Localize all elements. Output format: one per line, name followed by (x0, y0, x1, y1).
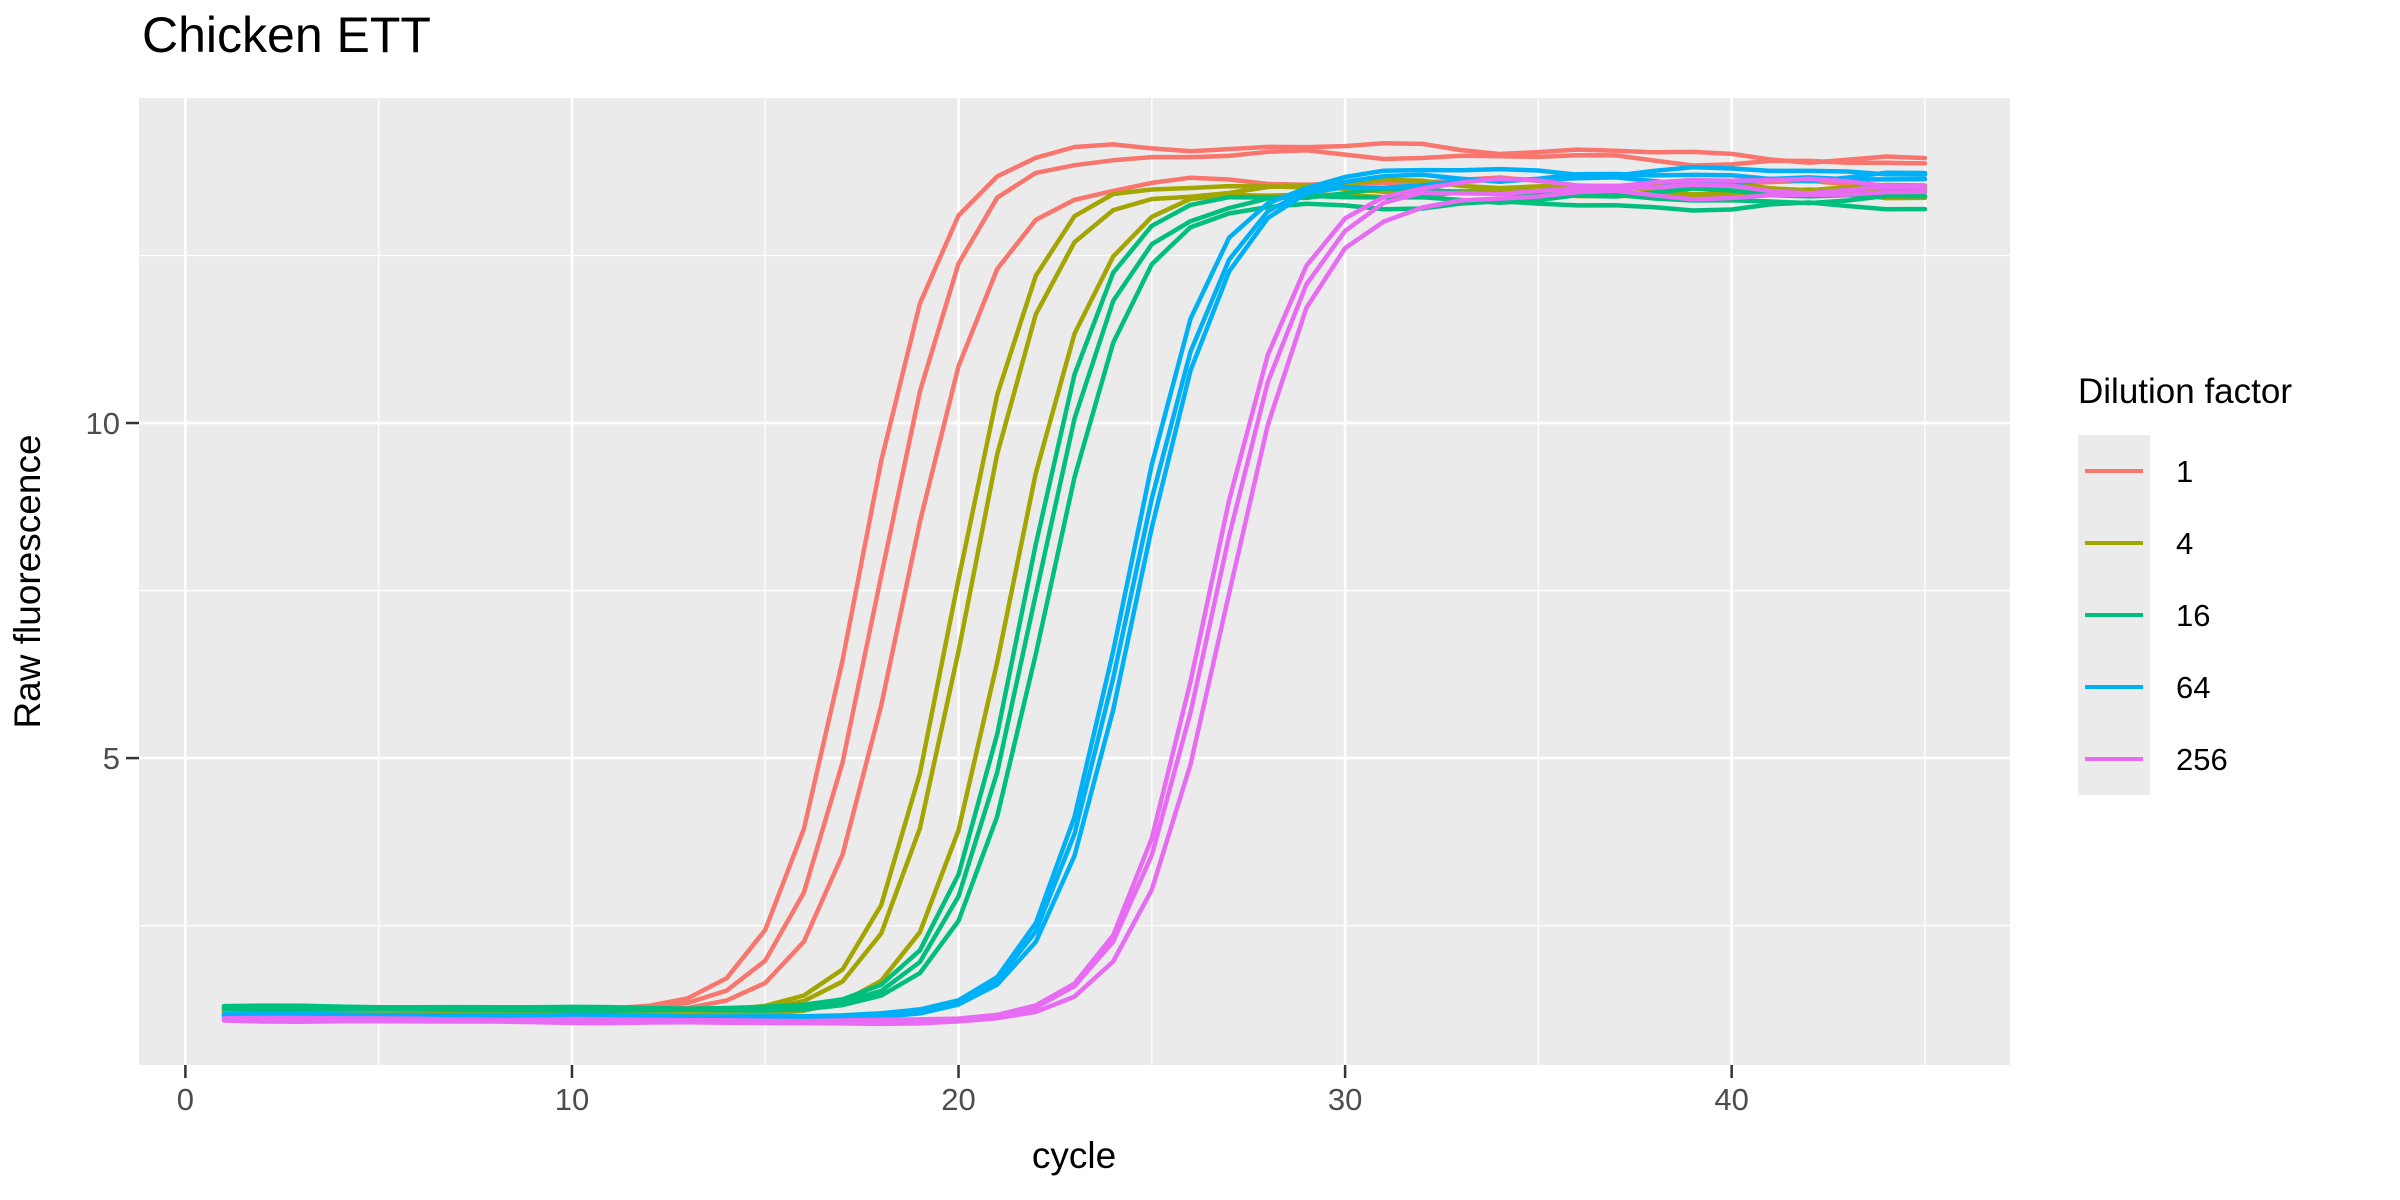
plot-title: Chicken ETT (142, 7, 431, 63)
legend-label-256: 256 (2176, 742, 2228, 777)
x-tick-label-20: 20 (941, 1082, 975, 1117)
axis-tick-marks (126, 421, 1733, 1078)
panel-background (139, 98, 2010, 1065)
y-tick-label-5: 5 (103, 741, 120, 776)
x-tick-label-0: 0 (177, 1082, 194, 1117)
legend-label-16: 16 (2176, 598, 2210, 633)
x-tick-label-30: 30 (1328, 1082, 1362, 1117)
axis-tick-labels: 0 10 20 30 40 5 10 (86, 406, 1749, 1117)
legend-label-64: 64 (2176, 670, 2210, 705)
y-axis-title: Raw fluorescence (7, 434, 48, 728)
amplification-curves (221, 140, 1928, 1027)
legend-entries: 1 4 16 64 256 (2078, 435, 2228, 795)
legend-label-4: 4 (2176, 526, 2193, 561)
x-tick-label-10: 10 (555, 1082, 589, 1117)
legend: Dilution factor 1 4 16 64 256 (2078, 372, 2292, 795)
x-axis-title: cycle (1032, 1135, 1116, 1176)
legend-label-1: 1 (2176, 454, 2193, 489)
series-line-dilution-64-rep-3 (221, 175, 1928, 1021)
series-line-dilution-256-rep-3 (221, 188, 1928, 1027)
y-tick-label-10: 10 (86, 406, 120, 441)
x-tick-label-40: 40 (1714, 1082, 1748, 1117)
legend-title: Dilution factor (2078, 372, 2292, 411)
series-line-dilution-16-rep-3 (221, 199, 1928, 1013)
